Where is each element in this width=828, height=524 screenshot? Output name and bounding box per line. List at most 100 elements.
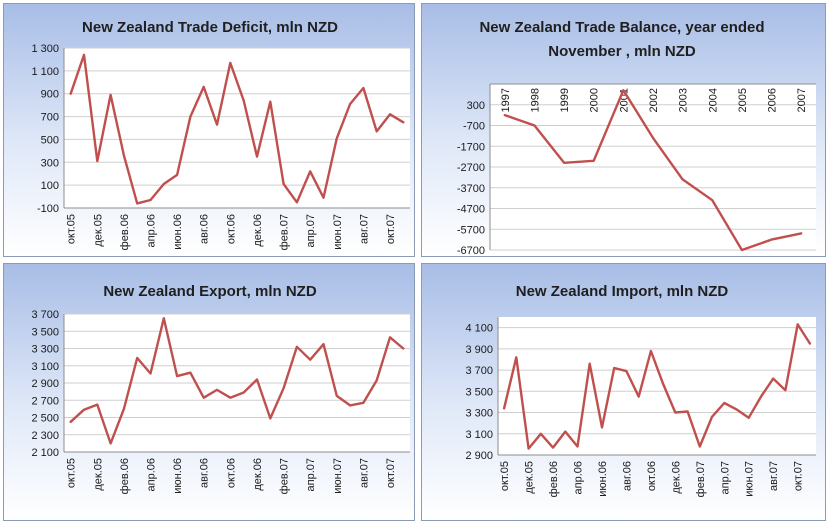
y-tick-label: -6700 [457,245,485,257]
x-tick-label: июн.06 [597,461,609,497]
x-tick-label: апр.07 [305,458,317,491]
trade-balance-chart: New Zealand Trade Balance, year ended Nov… [457,19,816,257]
y-tick-label: 2 300 [31,430,59,442]
x-tick-label: июн.06 [172,214,184,250]
plot-area [64,48,410,208]
x-tick-label: дек.06 [670,461,682,494]
y-tick-label: -4700 [457,204,485,216]
chart-title: New Zealand Trade Balance, year ended [479,19,764,36]
chart-title: New Zealand Export, mln NZD [103,283,317,300]
x-tick-label: июн.07 [744,461,756,497]
trade-deficit-chart: New Zealand Trade Deficit, mln NZD -100 10… [31,19,410,250]
x-tick-label: фев.06 [548,461,560,497]
y-tick-label: -3700 [457,183,485,195]
x-tick-label: дек.05 [92,458,104,491]
x-tick-label: апр.06 [146,458,158,491]
x-tick-label: дек.06 [252,214,264,247]
x-tick-label: 1997 [500,88,512,112]
x-tick-label: фев.06 [119,214,131,250]
x-tick-label: 2007 [796,88,808,112]
x-tick-label: окт.05 [66,214,78,244]
x-tick-label: 2004 [707,88,719,112]
x-tick-label: июн.07 [332,214,344,250]
export-chart: New Zealand Export, mln NZD 2 100 2 300 2 5… [31,283,410,494]
x-tick-label: апр.06 [146,214,158,247]
y-tick-label: 3 100 [465,429,493,441]
y-tick-label: 1 100 [31,66,59,78]
trade-balance-chart-panel: New Zealand Trade Balance, year ended Nov… [421,3,826,257]
series-line [69,53,405,205]
y-tick-label: 3 700 [465,365,493,377]
y-tick-label: 3 500 [31,326,59,338]
x-tick-label: дек.06 [252,458,264,491]
chart-title: November , mln NZD [548,43,696,60]
import-chart-panel: New Zealand Import, mln NZD 2 900 3 100 3 3… [421,263,826,521]
y-tick-label: 2 900 [465,450,493,462]
x-tick-label: фев.06 [119,458,131,494]
x-tick-label: 2005 [737,88,749,112]
x-tick-label: апр.06 [573,461,585,494]
x-tick-label: 2000 [589,88,601,112]
x-tick-label: 2002 [648,88,660,112]
x-tick-label: дек.05 [524,461,536,494]
x-tick-label: авг.07 [768,461,780,491]
y-tick-label: 300 [467,100,485,112]
x-tick-label: 1999 [559,88,571,112]
y-tick-label: 100 [41,180,59,192]
x-tick-label: июн.06 [172,458,184,494]
x-tick-label: окт.07 [385,214,397,244]
series-line [502,323,812,450]
chart-title: New Zealand Trade Deficit, mln NZD [82,19,338,36]
x-tick-label: фев.07 [695,461,707,497]
y-tick-label: 2 100 [31,447,59,459]
plot-area [498,317,816,455]
x-tick-label: авг.06 [199,458,211,488]
chart-title: New Zealand Import, mln NZD [516,283,729,300]
y-tick-label: -5700 [457,224,485,236]
y-tick-label: -700 [463,121,485,133]
x-tick-label: окт.06 [225,214,237,244]
x-tick-label: авг.07 [358,458,370,488]
series-line [503,88,803,252]
x-tick-label: дек.05 [92,214,104,247]
x-tick-label: 2003 [678,88,690,112]
y-tick-label: 2 500 [31,413,59,425]
y-tick-label: 3 900 [465,344,493,356]
x-tick-label: окт.06 [646,461,658,491]
y-tick-label: -100 [37,203,59,215]
trade-deficit-chart-panel: New Zealand Trade Deficit, mln NZD -100 10… [3,3,415,257]
x-tick-label: апр.07 [305,214,317,247]
x-tick-label: июн.07 [332,458,344,494]
y-tick-label: 2 700 [31,395,59,407]
x-tick-label: фев.07 [279,214,291,250]
x-tick-label: фев.07 [279,458,291,494]
y-tick-label: -1700 [457,141,485,153]
y-tick-label: 2 900 [31,378,59,390]
import-chart: New Zealand Import, mln NZD 2 900 3 100 3 3… [465,283,816,497]
y-tick-label: 3 300 [465,408,493,420]
x-tick-label: 2006 [767,88,779,112]
x-tick-label: окт.05 [66,458,78,488]
x-tick-label: 1998 [529,88,541,112]
x-tick-label: авг.06 [199,214,211,244]
x-tick-label: окт.07 [385,458,397,488]
series-line [69,317,405,445]
x-tick-label: окт.07 [793,461,805,491]
y-tick-label: 300 [41,157,59,169]
x-tick-label: окт.05 [499,461,511,491]
y-tick-label: 700 [41,112,59,124]
y-tick-label: -2700 [457,162,485,174]
y-tick-label: 3 700 [31,309,59,321]
y-tick-label: 4 100 [465,323,493,335]
y-tick-label: 3 300 [31,344,59,356]
x-tick-label: авг.07 [358,214,370,244]
x-tick-label: окт.06 [225,458,237,488]
y-tick-label: 500 [41,134,59,146]
export-chart-panel: New Zealand Export, mln NZD 2 100 2 300 2 5… [3,263,415,521]
y-tick-label: 3 100 [31,361,59,373]
y-tick-label: 900 [41,89,59,101]
x-tick-label: авг.06 [621,461,633,491]
y-tick-label: 3 500 [465,386,493,398]
x-tick-label: апр.07 [719,461,731,494]
y-tick-label: 1 300 [31,43,59,55]
